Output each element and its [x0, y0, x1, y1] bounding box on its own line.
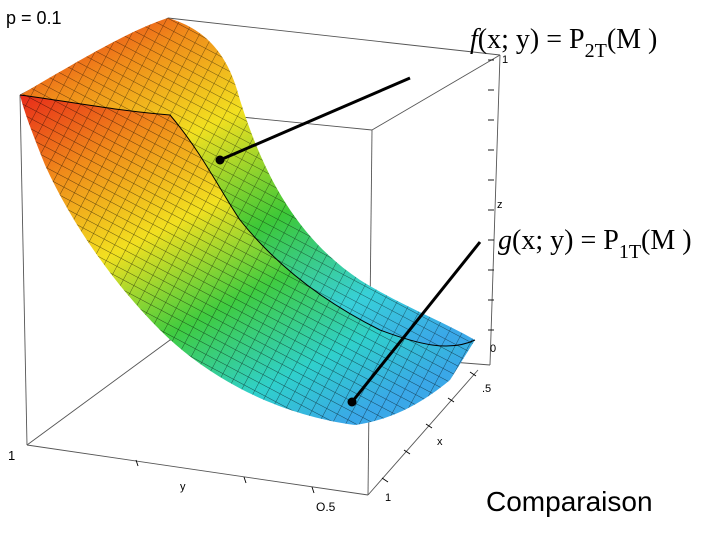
formula-f-eq: =: [539, 24, 570, 55]
y-tick-mid: O.5: [316, 500, 336, 514]
x-axis-ticks: [381, 371, 477, 483]
pointer-line-f: [219, 76, 411, 162]
formula-f-func: f: [470, 24, 478, 55]
formula-g: g(x; y) = P1T(M ): [498, 225, 692, 263]
y-axis-label: y: [180, 481, 186, 493]
caption: Comparaison: [486, 486, 653, 517]
formula-f-sub: 2T: [584, 40, 607, 62]
z-tick-top: 1: [502, 54, 509, 66]
formula-f: f(x; y) = P2T(M ): [470, 24, 658, 62]
x-tick-mid: .5: [482, 383, 492, 395]
formula-f-p: P: [569, 24, 585, 55]
formula-g-args: (x; y): [512, 225, 574, 256]
formula-g-arg: (M ): [641, 225, 692, 256]
y-axis-ticks: [135, 459, 315, 494]
x-tick-end: 1: [385, 492, 392, 504]
formula-f-arg: (M ): [606, 24, 658, 55]
z-axis-ticks: [488, 59, 494, 331]
formula-g-func: g: [498, 225, 512, 256]
parameter-label: p = 0.1: [6, 8, 62, 28]
formula-g-sub: 1T: [618, 241, 642, 263]
z-tick-zero: 0: [490, 343, 497, 355]
pointer-lines: [215, 76, 482, 407]
z-axis-label: z: [497, 199, 503, 211]
x-axis-label: x: [437, 436, 443, 448]
formula-g-eq: =: [573, 225, 604, 256]
y-tick-left: 1: [8, 448, 16, 463]
formula-g-p: P: [603, 225, 619, 256]
formula-f-args: (x; y): [477, 24, 540, 55]
pointer-line-g: [350, 241, 482, 403]
